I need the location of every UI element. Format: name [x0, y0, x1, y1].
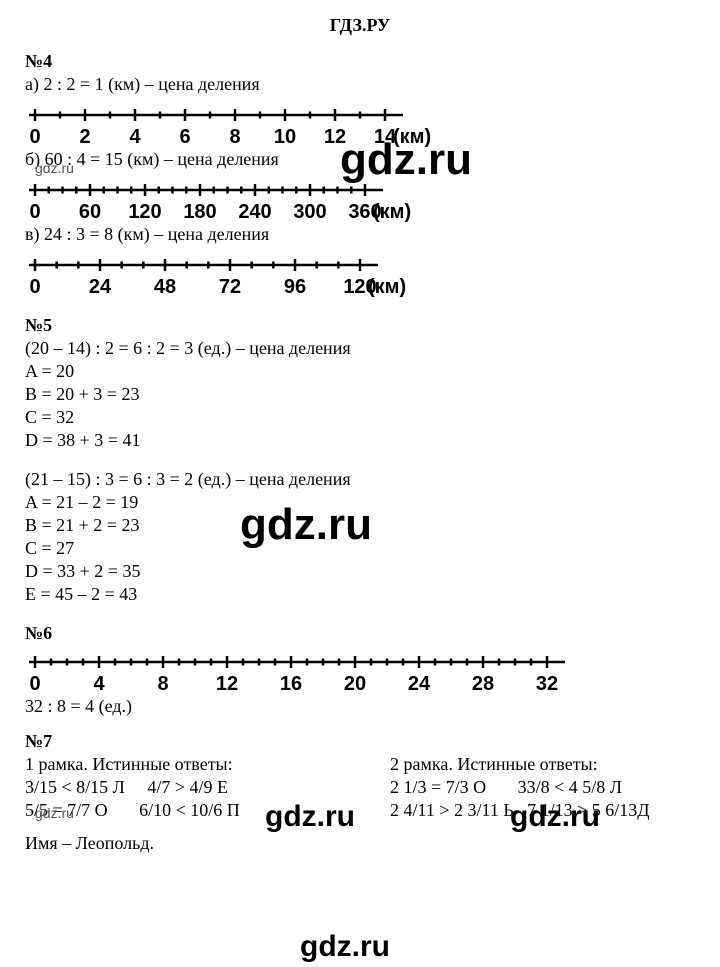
p4-b-text: б) 60 : 4 = 15 (км) – цена деления: [25, 149, 695, 170]
svg-text:28: 28: [472, 673, 494, 694]
svg-text:(км): (км): [368, 276, 406, 297]
p7-col1-head: 1 рамка. Истинные ответы:: [25, 754, 330, 775]
text-line: 2 1/3 = 7/3 О 33/8 < 4 5/8 Л: [390, 777, 695, 798]
text-line: C = 27: [25, 538, 695, 559]
p5-block1: (20 – 14) : 2 = 6 : 2 = 3 (ед.) – цена д…: [25, 338, 695, 451]
watermark-icon: gdz.ru: [300, 930, 390, 964]
svg-text:8: 8: [229, 126, 240, 147]
svg-text:32: 32: [536, 673, 558, 694]
text-line: 5/5 = 7/7 О 6/10 < 10/6 П: [25, 800, 330, 821]
svg-text:0: 0: [29, 126, 40, 147]
svg-text:20: 20: [344, 673, 366, 694]
svg-text:24: 24: [89, 276, 112, 297]
svg-text:2: 2: [79, 126, 90, 147]
svg-text:4: 4: [93, 673, 105, 694]
text-line: A = 21 – 2 = 19: [25, 492, 695, 513]
svg-text:0: 0: [29, 201, 40, 222]
svg-text:12: 12: [216, 673, 238, 694]
text-line: D = 38 + 3 = 41: [25, 430, 695, 451]
svg-text:24: 24: [408, 673, 431, 694]
svg-text:(км): (км): [393, 126, 431, 147]
svg-text:16: 16: [280, 673, 302, 694]
svg-text:10: 10: [274, 126, 296, 147]
p4-a-scale: 02468101214(км): [25, 97, 695, 147]
text-line: B = 21 + 2 = 23: [25, 515, 695, 536]
p7-col1-body: 3/15 < 8/15 Л 4/7 > 4/9 Е5/5 = 7/7 О 6/1…: [25, 777, 330, 821]
problem-7-label: №7: [25, 731, 695, 752]
svg-text:0: 0: [29, 673, 40, 694]
p6-scale: 0 4 8 12 16 20 24 28 32: [25, 644, 695, 694]
svg-text:96: 96: [284, 276, 306, 297]
svg-text:(км): (км): [373, 201, 411, 222]
text-line: (20 – 14) : 2 = 6 : 2 = 3 (ед.) – цена д…: [25, 338, 695, 359]
text-line: B = 20 + 3 = 23: [25, 384, 695, 405]
problem-5-label: №5: [25, 315, 695, 336]
p4-b-scale: 060120180240300360(км): [25, 172, 695, 222]
svg-text:240: 240: [238, 201, 271, 222]
svg-text:180: 180: [183, 201, 216, 222]
svg-text:72: 72: [219, 276, 241, 297]
p7-col2-head: 2 рамка. Истинные ответы:: [390, 754, 695, 775]
p6-text: 32 : 8 = 4 (ед.): [25, 696, 695, 717]
svg-text:12: 12: [324, 126, 346, 147]
svg-text:4: 4: [129, 126, 141, 147]
p4-c-scale: 024487296120(км): [25, 247, 695, 297]
p4-a-text: а) 2 : 2 = 1 (км) – цена деления: [25, 74, 695, 95]
p7-columns: 1 рамка. Истинные ответы: 3/15 < 8/15 Л …: [25, 752, 695, 823]
text-line: D = 33 + 2 = 35: [25, 561, 695, 582]
svg-text:120: 120: [128, 201, 161, 222]
text-line: 3/15 < 8/15 Л 4/7 > 4/9 Е: [25, 777, 330, 798]
p4-c-text: в) 24 : 3 = 8 (км) – цена деления: [25, 224, 695, 245]
text-line: (21 – 15) : 3 = 6 : 3 = 2 (ед.) – цена д…: [25, 469, 695, 490]
svg-text:8: 8: [157, 673, 168, 694]
text-line: A = 20: [25, 361, 695, 382]
svg-text:60: 60: [79, 201, 101, 222]
text-line: E = 45 – 2 = 43: [25, 584, 695, 605]
site-header: ГДЗ.РУ: [25, 15, 695, 36]
p5-block2: (21 – 15) : 3 = 6 : 3 = 2 (ед.) – цена д…: [25, 469, 695, 605]
problem-6-label: №6: [25, 623, 695, 644]
svg-text:300: 300: [293, 201, 326, 222]
problem-4-label: №4: [25, 51, 695, 72]
p7-answer: Имя – Леопольд.: [25, 833, 695, 854]
text-line: 2 4/11 > 2 3/11 Ь 7 1/13 > 5 6/13Д: [390, 800, 695, 821]
svg-text:6: 6: [179, 126, 190, 147]
svg-text:48: 48: [154, 276, 176, 297]
p7-col2-body: 2 1/3 = 7/3 О 33/8 < 4 5/8 Л2 4/11 > 2 3…: [390, 777, 695, 821]
svg-text:0: 0: [29, 276, 40, 297]
text-line: C = 32: [25, 407, 695, 428]
